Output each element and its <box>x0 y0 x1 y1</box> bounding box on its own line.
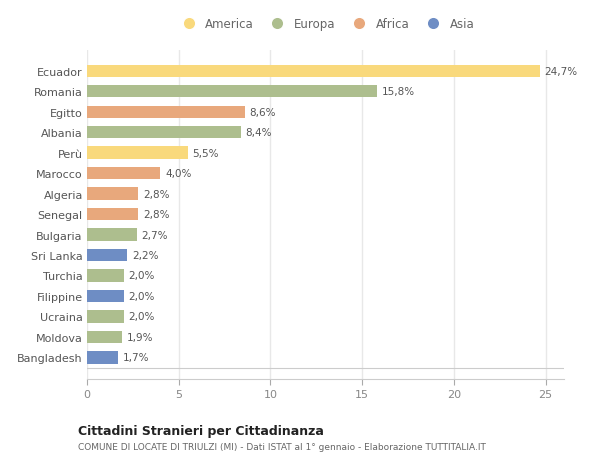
Text: 2,8%: 2,8% <box>143 189 169 199</box>
Text: 2,8%: 2,8% <box>143 210 169 219</box>
Bar <box>87 249 127 262</box>
Bar <box>87 188 139 200</box>
Bar <box>87 168 160 180</box>
Bar <box>87 331 122 343</box>
Text: 1,9%: 1,9% <box>127 332 153 342</box>
Bar <box>87 147 188 159</box>
Text: 15,8%: 15,8% <box>382 87 415 97</box>
Bar <box>87 229 137 241</box>
Bar <box>87 311 124 323</box>
Bar <box>87 106 245 118</box>
Text: 2,7%: 2,7% <box>141 230 167 240</box>
Bar <box>87 65 540 78</box>
Text: 2,0%: 2,0% <box>128 312 155 322</box>
Bar <box>87 290 124 302</box>
Bar <box>87 86 377 98</box>
Text: 1,7%: 1,7% <box>123 353 149 363</box>
Bar <box>87 352 118 364</box>
Text: 2,2%: 2,2% <box>132 251 158 260</box>
Text: 5,5%: 5,5% <box>193 148 219 158</box>
Text: Cittadini Stranieri per Cittadinanza: Cittadini Stranieri per Cittadinanza <box>78 425 324 437</box>
Text: 2,0%: 2,0% <box>128 271 155 281</box>
Legend: America, Europa, Africa, Asia: America, Europa, Africa, Asia <box>172 14 479 36</box>
Text: 4,0%: 4,0% <box>165 169 191 179</box>
Bar <box>87 270 124 282</box>
Text: COMUNE DI LOCATE DI TRIULZI (MI) - Dati ISTAT al 1° gennaio - Elaborazione TUTTI: COMUNE DI LOCATE DI TRIULZI (MI) - Dati … <box>78 442 486 451</box>
Text: 8,4%: 8,4% <box>245 128 272 138</box>
Text: 8,6%: 8,6% <box>250 107 276 118</box>
Text: 24,7%: 24,7% <box>545 67 578 77</box>
Bar <box>87 208 139 221</box>
Text: 2,0%: 2,0% <box>128 291 155 301</box>
Bar <box>87 127 241 139</box>
